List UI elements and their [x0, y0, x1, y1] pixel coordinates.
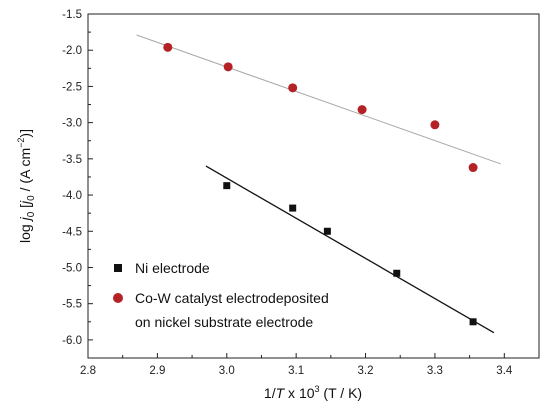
- legend-marker-ni: [114, 264, 122, 272]
- x-tick-label: 3.1: [288, 365, 304, 377]
- legend: Ni electrode Co-W catalyst electrodeposi…: [113, 260, 329, 330]
- y-tick-label: -3.5: [62, 154, 82, 166]
- y-tick-label: -5.0: [62, 262, 82, 274]
- y-tick-label: -3.0: [62, 118, 82, 130]
- data-point-series-1: [288, 83, 298, 93]
- data-points: [163, 42, 478, 326]
- y-axis-title: log j0 [j0 / (A cm−2)]: [16, 129, 37, 243]
- x-axis-title: 1/T x 103 (T / K): [264, 384, 362, 401]
- x-tick-label: 3.0: [219, 365, 235, 377]
- data-point-series-0: [223, 182, 231, 190]
- y-tick-label: -1.5: [62, 9, 82, 21]
- y-tick-label: -6.0: [62, 335, 82, 347]
- x-tick-label: 3.2: [358, 365, 374, 377]
- data-point-series-1: [357, 105, 367, 115]
- x-tick-label: 3.3: [427, 365, 443, 377]
- y-tick-label: -2.5: [62, 81, 82, 93]
- ticks: 2.8 2.9 3.0 3.1 3.2 3.3 3.4 -1.5 -2.0 -2.5 -3.0 -3.…: [62, 9, 513, 377]
- y-tick-label: -4.0: [62, 190, 82, 202]
- y-tick-label: -2.0: [62, 45, 82, 57]
- x-tick-label: 2.9: [149, 365, 165, 377]
- data-point-series-0: [289, 204, 297, 212]
- y-tick-label: -5.5: [62, 299, 82, 311]
- data-point-series-1: [223, 62, 233, 72]
- data-point-series-0: [469, 318, 477, 326]
- legend-label-cow-line1: Co-W catalyst electrodeposited: [135, 290, 329, 306]
- fit-line-series-1: [136, 34, 502, 165]
- x-tick-label: 2.8: [80, 365, 96, 377]
- fit-lines: [136, 34, 502, 334]
- x-tick-label: 3.4: [496, 365, 513, 377]
- legend-label-ni: Ni electrode: [135, 260, 210, 276]
- plot-frame: [87, 13, 540, 359]
- legend-marker-cow: [113, 293, 123, 303]
- data-point-series-1: [163, 42, 173, 52]
- data-point-series-0: [393, 269, 401, 277]
- y-tick-label: -4.5: [62, 226, 82, 238]
- data-point-series-1: [430, 120, 440, 130]
- legend-label-cow-line2: on nickel substrate electrode: [135, 314, 313, 330]
- data-point-series-1: [468, 163, 478, 173]
- data-point-series-0: [323, 227, 331, 235]
- fit-line-series-0: [205, 165, 495, 334]
